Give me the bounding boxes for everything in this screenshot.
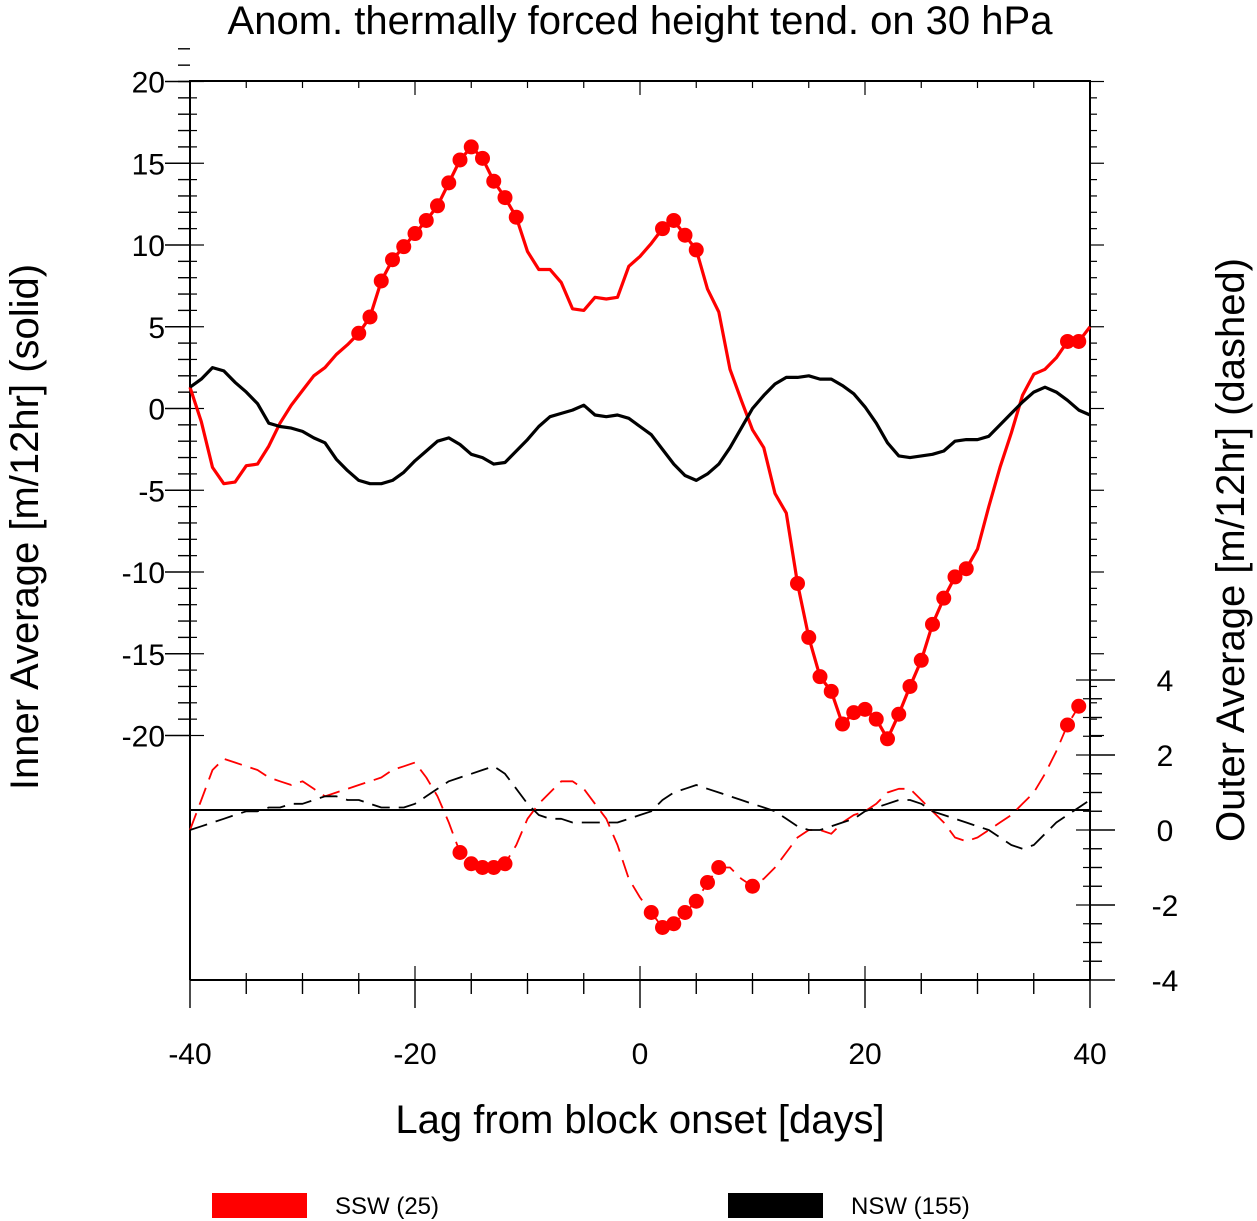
ssw-inner-significant-point — [868, 711, 884, 727]
ssw-inner-significant-point — [947, 569, 963, 585]
ssw-outer-significant-point — [475, 860, 490, 875]
right-tick-label: 2 — [1157, 740, 1174, 773]
x-tick-label: 20 — [848, 1038, 881, 1071]
right-axis-ticks: 4 2 0 -2 -4 — [1076, 665, 1178, 998]
ssw-outer-significant-point — [1071, 698, 1087, 714]
x-tick-label: 0 — [632, 1038, 649, 1071]
ssw-inner-significant-point — [666, 212, 682, 228]
ssw-inner-significant-point — [385, 252, 400, 268]
ssw-inner-significant-point — [958, 561, 974, 577]
ssw-inner-significant-point — [351, 325, 367, 341]
ssw-inner-significant-point — [486, 173, 502, 189]
ssw-outer-significant-point — [666, 916, 682, 932]
ssw-outer-significant-point — [711, 860, 727, 875]
ssw-inner-significant-point — [418, 212, 434, 228]
ssw-inner-significant-point — [835, 716, 850, 732]
ssw-outer-significant-point — [677, 905, 693, 920]
ssw-inner-significant-point — [655, 221, 670, 237]
ssw-inner-significant-point — [373, 273, 389, 289]
legend-swatch-nsw — [728, 1193, 823, 1218]
x-axis-label: Lag from block onset [days] — [395, 1098, 884, 1142]
ssw-inner-significant-point — [846, 705, 862, 721]
right-tick-label: 0 — [1157, 815, 1174, 848]
ssw-outer-significant-point — [700, 875, 715, 890]
ssw-inner-significant-point — [497, 190, 513, 206]
ssw-inner-significant-point — [925, 616, 940, 632]
ssw-inner-significant-point — [463, 139, 479, 155]
legend: SSW (25) NSW (155) — [212, 1193, 970, 1220]
ssw-outer-significant-point — [688, 893, 704, 909]
ssw-inner-significant-point — [902, 678, 918, 694]
legend-swatch-ssw — [212, 1193, 307, 1218]
ssw-inner-significant-point — [812, 669, 828, 685]
ssw-outer-dashed-line — [189, 705, 1090, 929]
lower-panel — [189, 810, 1091, 981]
left-tick-label: 20 — [132, 67, 165, 100]
ssw-inner-solid-line — [188, 145, 1092, 741]
legend-label-nsw: NSW (155) — [851, 1193, 970, 1220]
x-tick-label: -40 — [168, 1038, 211, 1071]
ssw-inner-significant-point — [396, 239, 412, 255]
ssw-inner-significant-point — [407, 226, 423, 242]
ssw-inner-significant-point — [475, 150, 490, 166]
ssw-inner-significant-point — [857, 701, 873, 717]
ssw-inner-significant-point — [452, 152, 468, 168]
legend-label-ssw: SSW (25) — [335, 1193, 439, 1220]
y-axis-label-right: Outer Average [m/12hr] (dashed) — [1209, 258, 1253, 842]
ssw-inner-significant-point — [688, 242, 704, 258]
right-tick-label: -4 — [1152, 965, 1179, 998]
left-tick-label: -15 — [122, 639, 165, 672]
ssw-inner-significant-point — [936, 590, 952, 606]
left-tick-label: 10 — [132, 230, 165, 263]
left-tick-label: -5 — [138, 475, 165, 508]
ssw-inner-significant-point — [1071, 333, 1087, 349]
nsw-inner-solid-line — [189, 366, 1091, 486]
left-tick-label: 15 — [132, 148, 165, 181]
ssw-inner-significant-point — [508, 209, 524, 225]
left-axis-ticks: 20 15 10 5 0 -5 -10 -15 -20 — [122, 48, 1104, 754]
ssw-inner-significant-point — [790, 575, 805, 591]
nsw-outer-dashed-line — [189, 765, 1091, 850]
ssw-outer-significant-point — [1060, 717, 1075, 733]
ssw-inner-significant-point — [362, 309, 378, 325]
right-tick-label: -2 — [1152, 890, 1179, 923]
x-tick-label: -20 — [393, 1038, 436, 1071]
ssw-inner-significant-point — [441, 175, 457, 191]
left-tick-label: -10 — [122, 557, 165, 590]
chart-title: Anom. thermally forced height tend. on 3… — [228, 0, 1054, 43]
x-axis-ticks: -40 -20 0 20 40 — [168, 81, 1107, 1071]
left-tick-label: 5 — [148, 312, 165, 345]
ssw-outer-significant-point — [745, 878, 760, 894]
series-layer — [188, 139, 1092, 935]
left-tick-label: 0 — [148, 394, 165, 427]
ssw-inner-significant-point — [1060, 333, 1075, 349]
left-tick-label: -20 — [122, 721, 165, 754]
ssw-outer-significant-point — [643, 905, 659, 920]
ssw-inner-significant-point — [677, 227, 693, 243]
ssw-inner-significant-point — [801, 629, 817, 645]
ssw-inner-significant-point — [823, 683, 839, 699]
ssw-inner-significant-point — [891, 706, 907, 722]
x-tick-label: 40 — [1073, 1038, 1106, 1071]
ssw-outer-significant-point — [497, 856, 513, 872]
ssw-outer-significant-point — [452, 845, 468, 860]
ssw-inner-significant-point — [913, 652, 929, 668]
ssw-inner-significant-point — [880, 731, 895, 747]
right-tick-label: 4 — [1157, 665, 1174, 698]
ssw-inner-significant-point — [430, 198, 445, 214]
y-axis-label-left: Inner Average [m/12hr] (solid) — [3, 264, 47, 790]
